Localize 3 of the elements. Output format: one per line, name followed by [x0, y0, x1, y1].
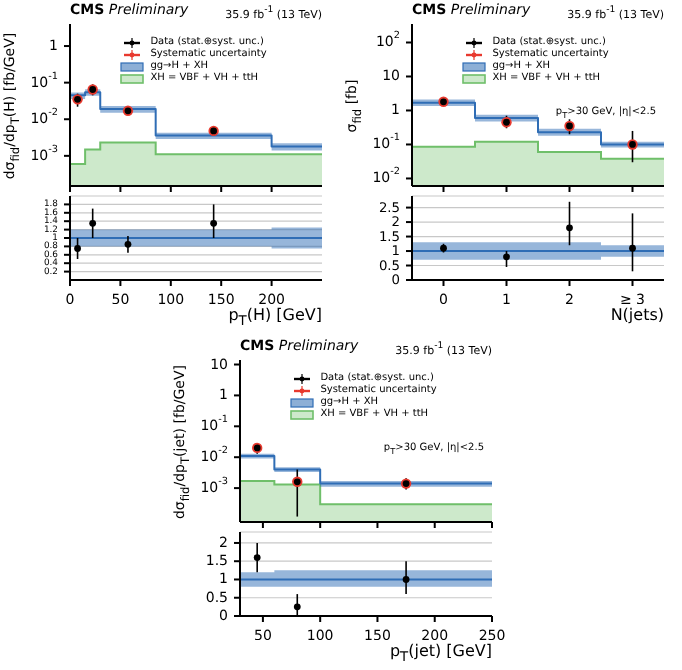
x-axis-title: p$_{T}$(H) [GeV]	[228, 306, 322, 330]
x-axis-title: N(jets)	[610, 304, 664, 326]
x-axis-title: p$_{T}$(jet) [GeV]	[389, 640, 492, 670]
